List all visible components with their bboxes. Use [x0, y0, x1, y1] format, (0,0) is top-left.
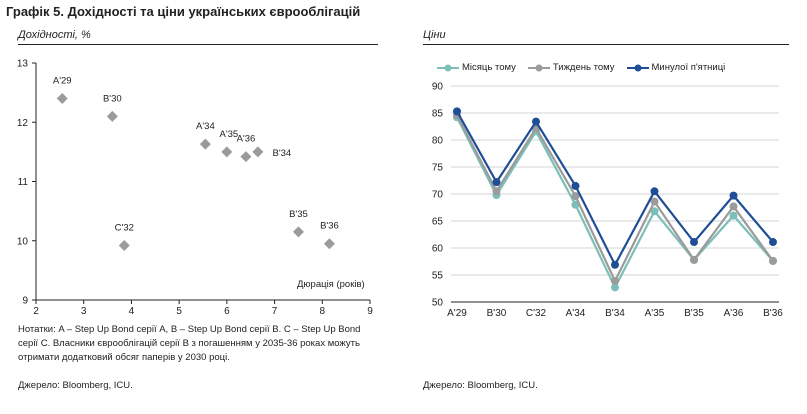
line-chart-x-tick-label: A'36 [724, 308, 744, 319]
series-point-last-friday [611, 260, 619, 269]
line-chart-x-tick-label: B'30 [487, 308, 507, 319]
scatter-point-label: B'35 [289, 209, 308, 220]
scatter-point [323, 238, 335, 250]
series-point-week-ago [571, 192, 580, 201]
scatter-point-label: A'34 [196, 121, 215, 132]
line-chart-y-tick-label: 70 [432, 190, 444, 201]
right-header-rule [423, 44, 789, 45]
scatter-point [292, 226, 304, 238]
legend-item-week-ago: Тиждень тому [527, 62, 615, 73]
legend-swatch-month-ago [437, 64, 459, 71]
series-point-last-friday [769, 238, 777, 247]
line-chart-y-tick-label: 65 [432, 217, 444, 228]
line-chart-y-tick-label: 55 [432, 271, 444, 282]
scatter-x-tick-label: 7 [272, 306, 278, 317]
scatter-point [252, 146, 264, 158]
yield-duration-scatter-chart: 9 10 11 12 13 2 3 4 5 6 7 8 9 A'29 B'30 C'32 A'34 A'35A'… [17, 59, 373, 318]
scatter-point-label: B'34 [273, 148, 292, 159]
legend-label-week-ago: Тиждень тому [552, 62, 615, 73]
scatter-x-tick-label: 8 [320, 306, 326, 317]
line-chart-y-tick-label: 80 [432, 136, 444, 147]
scatter-axes: 9 10 11 12 13 2 3 4 5 6 7 8 9 [17, 59, 373, 318]
line-chart-x-tick-label: C'32 [526, 308, 547, 319]
scatter-x-tick-label: 3 [81, 306, 87, 317]
right-panel-source: Джерело: Bloomberg, ICU. [423, 380, 538, 391]
scatter-point-label: C'32 [115, 222, 134, 233]
legend-swatch-week-ago [527, 64, 550, 71]
legend-item-last-friday: Минулої п'ятниці [626, 62, 726, 73]
scatter-points: A'29 B'30 C'32 A'34 A'35A'36 B'34 B'35 B'36 [53, 76, 339, 251]
line-chart-x-tick-label: A'29 [447, 308, 467, 319]
series-point-last-friday [650, 187, 659, 196]
scatter-x-tick-label: 9 [367, 306, 373, 317]
line-chart-y-tick-label: 85 [432, 109, 444, 120]
series-point-week-ago [729, 202, 738, 211]
series-point-last-friday [690, 238, 698, 247]
scatter-y-tick-label: 13 [17, 59, 29, 70]
scatter-point [56, 93, 68, 105]
line-chart-y-tick-label: 75 [432, 163, 444, 174]
line-chart-series [453, 107, 777, 292]
scatter-point-label: A'36 [237, 134, 256, 145]
left-header-rule [18, 44, 378, 45]
scatter-x-tick-label: 4 [129, 306, 135, 317]
line-chart-legend: Місяць тому Тиждень тому Минулої п'ятниц… [437, 62, 733, 73]
scatter-x-tick-label: 6 [224, 306, 230, 317]
scatter-point [240, 151, 252, 163]
line-chart-x-tick-label: B'36 [763, 308, 783, 319]
series-point-last-friday [492, 178, 501, 187]
series-point-week-ago [690, 255, 698, 264]
left-panel-note: Нотатки: A – Step Up Bond серії A, B – S… [18, 324, 361, 363]
legend-swatch-last-friday [626, 64, 649, 71]
series-point-week-ago [769, 256, 777, 265]
scatter-y-tick-label: 10 [17, 236, 29, 247]
scatter-point [199, 138, 211, 150]
series-point-month-ago [650, 207, 659, 216]
legend-label-month-ago: Місяць тому [462, 62, 516, 73]
line-chart-x-tick-label: A'35 [645, 308, 665, 319]
scatter-point-label: B'36 [320, 221, 339, 232]
left-panel-subtitle: Дохідності, % [18, 29, 91, 41]
scatter-y-tick-label: 11 [18, 177, 29, 188]
series-point-last-friday [532, 117, 540, 126]
series-line-last-friday [456, 110, 774, 268]
series-point-last-friday [453, 107, 461, 116]
scatter-y-tick-label: 9 [22, 296, 28, 307]
series-point-last-friday [729, 191, 738, 200]
series-point-month-ago [611, 283, 619, 292]
scatter-point-label: A'35 [219, 129, 238, 140]
left-panel-source: Джерело: Bloomberg, ICU. [18, 380, 133, 391]
scatter-x-tick-label: 2 [33, 306, 39, 317]
eurobond-prices-line-chart: 50 55 60 65 70 75 80 85 90 A'29 B'30 C'32 A'34 B'34 A'… [432, 82, 783, 320]
line-chart-x-tick-label: A'34 [566, 308, 586, 319]
scatter-point [221, 146, 233, 158]
scatter-point [118, 239, 130, 251]
legend-label-last-friday: Минулої п'ятниці [651, 62, 726, 73]
scatter-point-label: B'30 [103, 93, 122, 104]
line-chart-y-tick-label: 60 [432, 244, 444, 255]
scatter-y-tick-label: 12 [17, 118, 29, 129]
scatter-x-axis-label: Дюрація (років) [297, 279, 365, 290]
legend-item-month-ago: Місяць тому [437, 62, 516, 73]
scatter-point [106, 110, 118, 122]
line-chart-y-tick-label: 90 [432, 82, 444, 93]
line-chart-gridlines [451, 85, 779, 276]
figure-title: Графік 5. Дохідності та ціни українських… [6, 4, 361, 19]
line-chart-x-tick-label: B'35 [684, 308, 704, 319]
line-chart-axes: 50 55 60 65 70 75 80 85 90 A'29 B'30 C'32 A'34 B'34 A'… [432, 82, 783, 320]
right-panel-subtitle: Ціни [423, 29, 446, 41]
line-chart-x-tick-label: B'34 [605, 308, 625, 319]
series-point-week-ago [611, 276, 619, 285]
series-point-month-ago [729, 211, 738, 220]
series-point-week-ago [650, 197, 659, 206]
series-point-week-ago [492, 187, 501, 196]
scatter-x-tick-label: 5 [176, 306, 182, 317]
series-point-last-friday [571, 181, 580, 190]
scatter-point-label: A'29 [53, 76, 72, 87]
line-chart-y-tick-label: 50 [432, 298, 444, 309]
